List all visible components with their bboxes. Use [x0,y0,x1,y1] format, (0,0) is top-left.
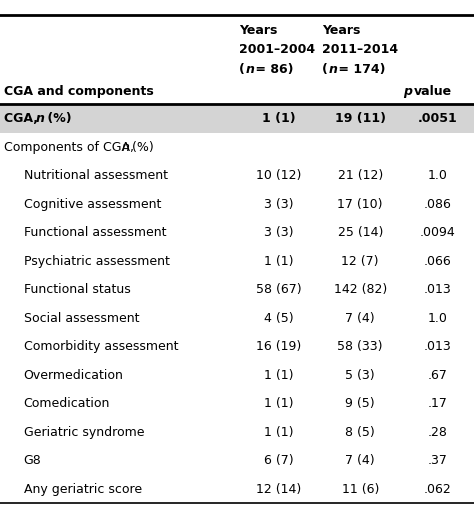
Text: Years: Years [239,24,278,37]
Text: CGA,: CGA, [4,112,42,125]
Text: .013: .013 [423,283,451,296]
Text: 2001–2004: 2001–2004 [239,43,316,56]
Text: 12 (7): 12 (7) [341,254,379,268]
Text: G8: G8 [24,454,41,467]
Text: n: n [121,140,129,154]
Text: Functional assessment: Functional assessment [24,226,166,239]
Text: 4 (5): 4 (5) [264,312,293,325]
Text: value: value [413,85,451,98]
Text: 2011–2014: 2011–2014 [322,43,399,56]
Text: Comedication: Comedication [24,397,110,410]
Text: Social assessment: Social assessment [24,312,139,325]
Text: 1.0: 1.0 [428,169,447,182]
Text: 8 (5): 8 (5) [346,426,375,439]
Text: Any geriatric score: Any geriatric score [24,483,142,496]
Text: Comorbidity assessment: Comorbidity assessment [24,340,178,353]
Text: 1 (1): 1 (1) [264,369,293,382]
Text: = 174): = 174) [334,63,385,76]
Text: 12 (14): 12 (14) [256,483,301,496]
Text: 10 (12): 10 (12) [256,169,301,182]
Text: 3 (3): 3 (3) [264,197,293,211]
Text: = 86): = 86) [251,63,293,76]
Text: Geriatric syndrome: Geriatric syndrome [24,426,144,439]
Text: Functional status: Functional status [24,283,130,296]
Text: .013: .013 [423,340,451,353]
Text: 9 (5): 9 (5) [346,397,375,410]
Text: Nutritional assessment: Nutritional assessment [24,169,168,182]
Text: 25 (14): 25 (14) [337,226,383,239]
Text: Cognitive assessment: Cognitive assessment [24,197,161,211]
Text: n: n [246,63,255,76]
Text: (%): (%) [128,140,154,154]
Text: .066: .066 [423,254,451,268]
Text: .17: .17 [428,397,447,410]
Text: (%): (%) [43,112,71,125]
Text: 21 (12): 21 (12) [337,169,383,182]
Text: (: ( [239,63,245,76]
Text: 3 (3): 3 (3) [264,226,293,239]
Text: .0051: .0051 [418,112,457,125]
Text: 1 (1): 1 (1) [262,112,295,125]
Text: .28: .28 [428,426,447,439]
Text: n: n [36,112,45,125]
Text: 17 (10): 17 (10) [337,197,383,211]
Text: (: ( [322,63,328,76]
Text: .086: .086 [423,197,451,211]
Text: Psychiatric assessment: Psychiatric assessment [24,254,170,268]
Text: n: n [328,63,337,76]
Text: 5 (3): 5 (3) [346,369,375,382]
Text: Components of CGA,: Components of CGA, [4,140,138,154]
Text: .37: .37 [428,454,447,467]
Text: 7 (4): 7 (4) [346,312,375,325]
Text: 58 (67): 58 (67) [255,283,301,296]
Text: 11 (6): 11 (6) [342,483,379,496]
Text: 58 (33): 58 (33) [337,340,383,353]
FancyBboxPatch shape [0,104,474,133]
Text: .062: .062 [423,483,451,496]
Text: .0094: .0094 [419,226,455,239]
Text: 1 (1): 1 (1) [264,397,293,410]
Text: p: p [403,85,412,98]
Text: 6 (7): 6 (7) [264,454,293,467]
Text: 1 (1): 1 (1) [264,254,293,268]
Text: 1.0: 1.0 [428,312,447,325]
Text: 16 (19): 16 (19) [256,340,301,353]
Text: CGA and components: CGA and components [4,85,154,98]
Text: 1 (1): 1 (1) [264,426,293,439]
Text: Years: Years [322,24,361,37]
Text: .67: .67 [428,369,447,382]
Text: Overmedication: Overmedication [24,369,124,382]
Text: 7 (4): 7 (4) [346,454,375,467]
Text: 19 (11): 19 (11) [335,112,386,125]
Text: 142 (82): 142 (82) [334,283,387,296]
